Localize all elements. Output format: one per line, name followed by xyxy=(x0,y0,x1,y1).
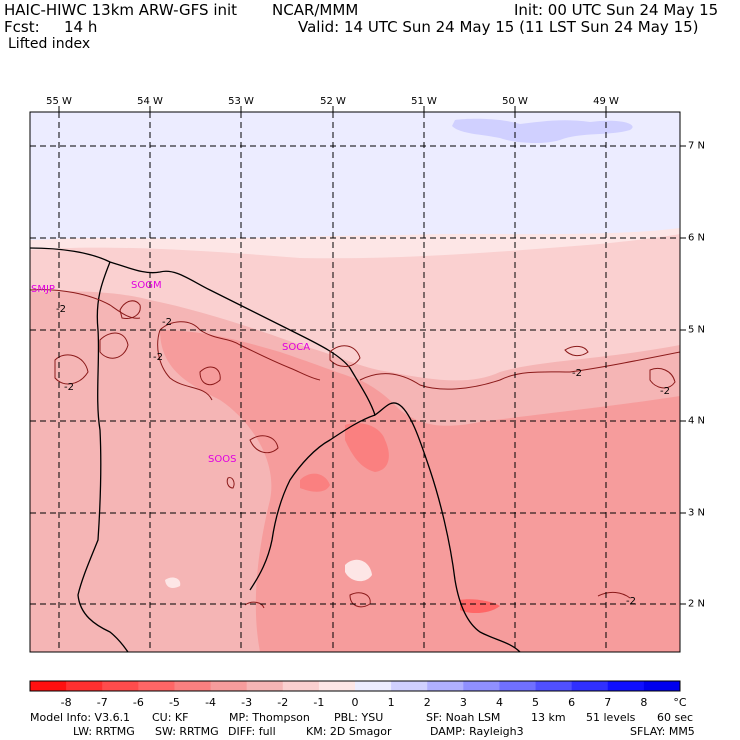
model-info-item: PBL: YSU xyxy=(334,711,384,724)
producer-label: NCAR/MMM xyxy=(272,1,359,19)
band-minus4-b xyxy=(300,473,330,492)
model-info-item: DAMP: Rayleigh3 xyxy=(430,725,524,738)
model-info-item: LW: RRTMG xyxy=(73,725,135,738)
colorbar-tick-label: 5 xyxy=(532,696,540,709)
colorbar-swatch xyxy=(391,681,428,691)
colorbar-tick-label: -7 xyxy=(96,696,108,709)
model-info-item: MP: Thompson xyxy=(229,711,310,724)
colorbar-tick-label: -3 xyxy=(241,696,253,709)
station-label: SOOS xyxy=(208,454,236,465)
colorbar-swatch xyxy=(30,681,67,691)
model-info-item: DIFF: full xyxy=(228,725,276,738)
longitude-label: 49 W xyxy=(593,96,619,107)
colorbar-swatch xyxy=(571,681,609,691)
colorbar-swatch xyxy=(318,681,356,691)
contour-label: -2 xyxy=(162,317,172,328)
colorbar-tick-label: 1 xyxy=(387,696,395,709)
latitude-label: 7 N xyxy=(688,140,706,152)
strong-stable-patch xyxy=(452,118,633,144)
colorbar-tick-label: -1 xyxy=(313,696,325,709)
forecast-label: Fcst: xyxy=(4,18,40,36)
contour-label: -2 xyxy=(626,596,636,607)
colorbar-swatch xyxy=(138,681,175,691)
model-info-item: Model Info: V3.6.1 xyxy=(30,711,131,724)
colorbar-swatch xyxy=(535,681,573,691)
model-info-item: SF: Noah LSM xyxy=(426,711,501,724)
longitude-label: 52 W xyxy=(320,96,346,107)
contour-label: -2 xyxy=(572,368,582,379)
map-frame xyxy=(29,111,681,653)
colorbar-swatch xyxy=(102,681,139,691)
colorbar-tick-label: 3 xyxy=(459,696,467,709)
station-label: SMJP xyxy=(31,284,55,295)
colorbar-swatch xyxy=(282,681,320,691)
model-title: HAIC-HIWC 13km ARW-GFS init xyxy=(4,1,238,19)
model-info-item: SW: RRTMG xyxy=(155,725,219,738)
coastline xyxy=(30,247,521,652)
model-info-item: CU: KF xyxy=(152,711,189,724)
colorbar-tick-label: -8 xyxy=(60,696,72,709)
model-info-item: SFLAY: MM5 xyxy=(630,725,695,738)
latitude-label: 2 N xyxy=(688,598,706,610)
band-minus5-a xyxy=(460,599,500,614)
forecast-hour: 14 h xyxy=(64,18,98,36)
contour-lines xyxy=(30,289,680,609)
colorbar-swatch xyxy=(174,681,212,691)
longitude-label: 54 W xyxy=(137,96,163,107)
stable-region xyxy=(30,112,680,240)
colorbar-swatch xyxy=(355,681,392,691)
latitude-label: 5 N xyxy=(688,324,706,336)
contour-value-labels: -2 -2 -2 -2 -2 -2 -2 xyxy=(56,304,670,607)
longitude-label: 55 W xyxy=(46,96,72,107)
longitude-label: 53 W xyxy=(228,96,254,107)
colorbar-swatch xyxy=(210,681,248,691)
contour-label: -2 xyxy=(660,386,670,397)
colorbar-tick-label: -6 xyxy=(132,696,144,709)
colorbar-tick-label: 0 xyxy=(351,696,359,709)
station-label: SOCA xyxy=(282,342,310,353)
colorbar-tick-label: 8 xyxy=(640,696,648,709)
colorbar-swatch xyxy=(463,681,500,691)
colorbar-frame xyxy=(29,680,681,692)
band-minus4-a xyxy=(345,423,389,472)
init-time: Init: 00 UTC Sun 24 May 15 xyxy=(514,1,719,19)
colorbar-tick-label: 2 xyxy=(423,696,431,709)
latitude-label: 3 N xyxy=(688,507,706,519)
colorbar-tick-label: 6 xyxy=(568,696,576,709)
contour-label: -2 xyxy=(64,382,74,393)
near-zero-patch xyxy=(345,559,372,582)
model-info-item: 51 levels xyxy=(586,711,636,724)
longitude-label: 51 W xyxy=(411,96,437,107)
colorbar-tick-label: -2 xyxy=(277,696,289,709)
colorbar-unit: °C xyxy=(673,696,687,709)
colorbar-tick-label: 7 xyxy=(604,696,612,709)
colorbar-tick-label: -5 xyxy=(168,696,180,709)
latitude-label: 6 N xyxy=(688,232,706,244)
contour-label: -2 xyxy=(56,304,66,315)
station-label: SOGM xyxy=(131,280,162,291)
colorbar-tick-label: -4 xyxy=(205,696,217,709)
graticule xyxy=(30,112,680,652)
colorbar-swatch xyxy=(66,681,103,691)
colorbar-swatch xyxy=(643,681,681,691)
near-zero-patch-2 xyxy=(165,577,181,588)
field-name: Lifted index xyxy=(8,36,91,52)
band-minus3 xyxy=(160,330,680,652)
colorbar-tick-label: 4 xyxy=(495,696,503,709)
colorbar-swatch xyxy=(427,681,464,691)
station-labels: SMJP SOGM SOCA SOOS xyxy=(31,280,310,465)
colorbar-swatch xyxy=(499,681,537,691)
colorbar xyxy=(29,680,681,692)
model-info-item: KM: 2D Smagor xyxy=(306,725,392,738)
longitude-label: 50 W xyxy=(502,96,528,107)
valid-time: Valid: 14 UTC Sun 24 May 15 (11 LST Sun … xyxy=(298,18,699,36)
axis-ticks xyxy=(58,106,686,605)
colorbar-swatch xyxy=(246,681,284,691)
model-info-item: 13 km xyxy=(531,711,566,724)
colorbar-swatch xyxy=(607,681,645,691)
model-info-item: 60 sec xyxy=(657,711,694,724)
contour-label: -2 xyxy=(153,352,163,363)
latitude-label: 4 N xyxy=(688,415,706,427)
